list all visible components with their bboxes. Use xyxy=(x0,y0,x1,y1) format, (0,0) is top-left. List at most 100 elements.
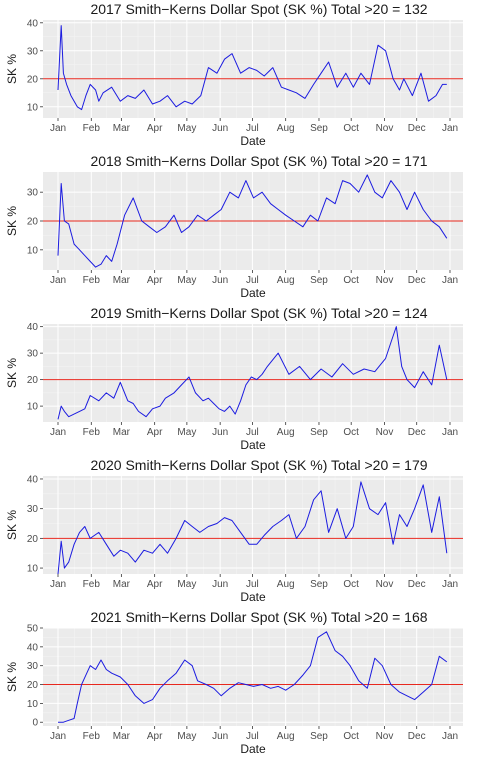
x-tick-label: Jan xyxy=(50,731,66,742)
y-axis-label: SK % xyxy=(5,358,19,388)
x-axis-label: Date xyxy=(240,590,266,604)
chart-panel-0: Jan Feb Mar Apr May Jun Jul Aug Sep Oct Nov Dec Jan 1… xyxy=(0,0,479,152)
x-tick-label: Jan xyxy=(50,123,66,134)
x-tick-label: Jan xyxy=(442,731,458,742)
y-tick-label: 20 xyxy=(27,534,39,545)
x-tick-label: Nov xyxy=(376,427,394,438)
x-tick-label: Nov xyxy=(376,123,394,134)
x-tick-label: Jan xyxy=(442,275,458,286)
x-tick-label: Aug xyxy=(277,579,295,590)
x-tick-label: Sep xyxy=(310,275,328,286)
x-tick-label: Aug xyxy=(277,275,295,286)
x-tick-label: Apr xyxy=(147,579,163,590)
x-tick-label: Sep xyxy=(310,123,328,134)
x-tick-label: Jul xyxy=(246,731,259,742)
y-tick-label: 40 xyxy=(27,322,39,333)
x-tick-label: Aug xyxy=(277,123,295,134)
y-tick-label: 10 xyxy=(27,102,39,113)
x-tick-label: Mar xyxy=(113,123,131,134)
x-tick-label: Mar xyxy=(113,579,131,590)
y-tick-label: 20 xyxy=(27,74,39,85)
x-tick-label: Jan xyxy=(50,275,66,286)
y-tick-label: 0 xyxy=(32,718,38,729)
x-tick-label: Jun xyxy=(212,275,228,286)
x-tick-label: Apr xyxy=(147,731,163,742)
x-tick-label: Sep xyxy=(310,731,328,742)
chart-svg: Jan Feb Mar Apr May Jun Jul Aug Sep Oct Nov Dec Jan 1… xyxy=(5,305,463,452)
x-tick-label: Oct xyxy=(343,579,359,590)
x-tick-label: Feb xyxy=(83,731,101,742)
x-tick-label: Jul xyxy=(246,579,259,590)
chart-panel-2: Jan Feb Mar Apr May Jun Jul Aug Sep Oct Nov Dec Jan 1… xyxy=(0,304,479,456)
x-tick-label: Dec xyxy=(408,427,426,438)
x-tick-label: Oct xyxy=(343,123,359,134)
x-tick-label: Jan xyxy=(442,427,458,438)
x-tick-label: Jun xyxy=(212,123,228,134)
x-tick-label: Jan xyxy=(442,123,458,134)
x-tick-label: May xyxy=(177,579,196,590)
y-tick-label: 20 xyxy=(27,375,39,386)
x-tick-label: Jan xyxy=(50,579,66,590)
x-tick-label: Sep xyxy=(310,579,328,590)
x-tick-label: Mar xyxy=(113,731,131,742)
y-tick-label: 40 xyxy=(27,642,39,653)
y-tick-label: 30 xyxy=(27,188,39,199)
y-axis-label: SK % xyxy=(5,662,19,692)
x-tick-label: Feb xyxy=(83,427,101,438)
x-tick-label: Feb xyxy=(83,275,101,286)
x-tick-label: May xyxy=(177,123,196,134)
sk-series-line xyxy=(57,481,448,575)
x-tick-label: Nov xyxy=(376,275,394,286)
x-tick-label: Dec xyxy=(408,123,426,134)
x-tick-label: Nov xyxy=(376,731,394,742)
x-tick-label: Feb xyxy=(83,579,101,590)
x-tick-label: Jul xyxy=(246,427,259,438)
x-tick-label: Apr xyxy=(147,427,163,438)
x-tick-label: May xyxy=(177,427,196,438)
x-tick-label: Jan xyxy=(442,579,458,590)
x-tick-label: Sep xyxy=(310,427,328,438)
x-tick-label: Jun xyxy=(212,731,228,742)
y-tick-label: 10 xyxy=(27,245,39,256)
chart-svg: Jan Feb Mar Apr May Jun Jul Aug Sep Oct Nov Dec Jan 1… xyxy=(5,457,463,604)
x-tick-label: Feb xyxy=(83,123,101,134)
y-tick-label: 10 xyxy=(27,564,39,575)
x-tick-label: Jul xyxy=(246,123,259,134)
x-tick-label: Mar xyxy=(113,275,131,286)
x-axis-label: Date xyxy=(240,134,266,148)
sk-series-line xyxy=(57,25,447,111)
y-tick-label: 30 xyxy=(27,504,39,515)
sk-series-line xyxy=(57,174,448,268)
x-axis-label: Date xyxy=(240,286,266,300)
x-tick-label: Aug xyxy=(277,427,295,438)
y-tick-label: 30 xyxy=(27,349,39,360)
chart-title: 2020 Smith−Kerns Dollar Spot (SK %) Tota… xyxy=(90,457,427,473)
x-tick-label: Oct xyxy=(343,275,359,286)
y-axis-label: SK % xyxy=(5,54,19,84)
y-axis-label: SK % xyxy=(5,206,19,236)
x-tick-label: Apr xyxy=(147,275,163,286)
x-tick-label: Dec xyxy=(408,579,426,590)
x-tick-label: Dec xyxy=(408,731,426,742)
chart-panel-4: Jan Feb Mar Apr May Jun Jul Aug Sep Oct Nov Dec Jan 0… xyxy=(0,608,479,760)
chart-panel-3: Jan Feb Mar Apr May Jun Jul Aug Sep Oct Nov Dec Jan 1… xyxy=(0,456,479,608)
plot-background xyxy=(43,324,463,422)
x-tick-label: May xyxy=(177,275,196,286)
y-tick-label: 20 xyxy=(27,680,39,691)
y-axis-label: SK % xyxy=(5,510,19,540)
y-tick-label: 50 xyxy=(27,624,39,635)
chart-svg: Jan Feb Mar Apr May Jun Jul Aug Sep Oct Nov Dec Jan 0… xyxy=(5,609,463,756)
y-tick-label: 40 xyxy=(27,18,39,29)
chart-svg: Jan Feb Mar Apr May Jun Jul Aug Sep Oct Nov Dec Jan 1… xyxy=(5,153,463,300)
sk-series-line xyxy=(57,326,448,420)
sk-series-line xyxy=(58,631,448,723)
x-tick-label: Jan xyxy=(50,427,66,438)
chart-svg: Jan Feb Mar Apr May Jun Jul Aug Sep Oct Nov Dec Jan 1… xyxy=(5,1,463,148)
plot-background xyxy=(43,628,463,726)
x-tick-label: Nov xyxy=(376,579,394,590)
x-tick-label: Mar xyxy=(113,427,131,438)
y-tick-label: 20 xyxy=(27,217,39,228)
x-tick-label: Jun xyxy=(212,427,228,438)
x-tick-label: May xyxy=(177,731,196,742)
